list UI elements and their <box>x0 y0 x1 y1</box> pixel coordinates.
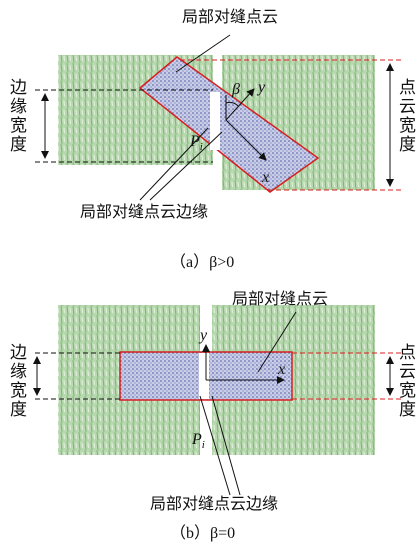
y-label: y <box>258 80 265 96</box>
x-label: x <box>278 362 285 378</box>
point-subscript: i <box>202 439 205 451</box>
left-label: 边缘宽度 <box>8 78 25 154</box>
point: P <box>190 133 200 150</box>
point: P <box>192 431 202 448</box>
y-label: y <box>200 328 207 344</box>
top-label: 局部对缝点云 <box>232 292 328 308</box>
right-label: 点云宽度 <box>397 78 414 154</box>
point-subscript: i <box>200 141 203 153</box>
seam-gap <box>199 353 209 399</box>
point-label: Pi <box>192 432 205 451</box>
point-label: Pi <box>190 134 203 153</box>
caption: （b）β=0 <box>170 526 235 542</box>
panel-b <box>35 305 402 495</box>
angle-label: β <box>232 82 240 98</box>
panel-a <box>35 35 402 200</box>
caption: （a）β>0 <box>170 255 234 271</box>
x-label: x <box>262 170 269 186</box>
top-label: 局部对缝点云 <box>182 10 278 26</box>
edge-label: 局部对缝点云边缘 <box>80 205 208 221</box>
figure: 局部对缝点云 边缘宽度 点云宽度 β y x Pi 局部对缝点云边缘 （a）β>… <box>0 0 419 549</box>
left-label: 边缘宽度 <box>8 343 25 419</box>
figure-graphics <box>0 0 419 549</box>
edge-label: 局部对缝点云边缘 <box>150 497 278 513</box>
right-label: 点云宽度 <box>397 343 414 419</box>
